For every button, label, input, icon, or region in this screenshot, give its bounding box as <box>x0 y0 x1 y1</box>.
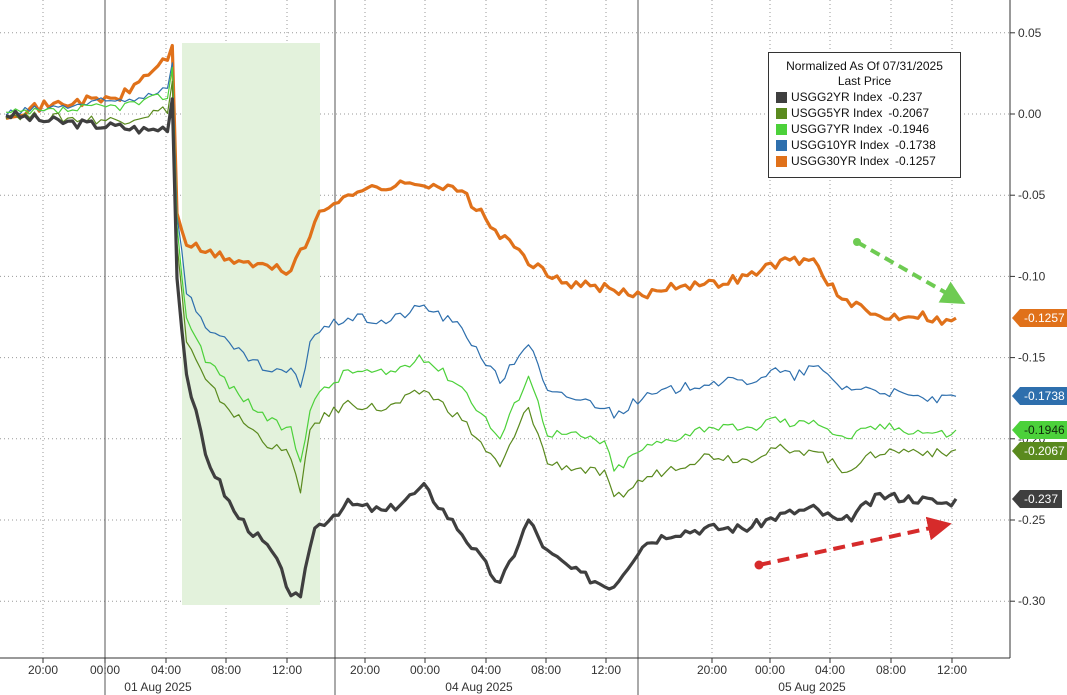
series-line-usgg2yr <box>5 97 958 599</box>
legend-swatch <box>776 107 787 119</box>
legend-entry-usgg2yr: USGG2YR Index -0.237 <box>769 89 960 105</box>
date-label: 01 Aug 2025 <box>124 680 192 694</box>
legend-series-value: -0.1738 <box>895 138 936 152</box>
legend-swatch <box>776 91 787 103</box>
y-tick-label: 0.00 <box>1018 107 1042 121</box>
trend-arrow-green <box>856 240 966 304</box>
x-tick-label: 00:00 <box>90 663 120 677</box>
series-lines <box>5 43 958 599</box>
x-tick-label: 08:00 <box>531 663 561 677</box>
x-tick-label: 00:00 <box>410 663 440 677</box>
x-tick-label: 08:00 <box>876 663 906 677</box>
legend-series-name: USGG5YR Index <box>791 106 883 120</box>
last-value-tag: -0.2067 <box>1012 442 1067 460</box>
legend-series-value: -0.2067 <box>888 106 930 120</box>
series-line-usgg10yr <box>5 62 957 419</box>
legend-entry-usgg5yr: USGG5YR Index -0.2067 <box>769 105 960 121</box>
legend-swatch <box>776 139 787 151</box>
trend-arrow-red <box>758 516 952 567</box>
trend-arrow-red-start <box>754 560 764 570</box>
legend-entry-usgg7yr: USGG7YR Index -0.1946 <box>769 121 960 137</box>
y-tick-label: -0.10 <box>1018 269 1046 283</box>
legend-swatch <box>776 155 787 167</box>
x-tick-label: 08:00 <box>211 663 241 677</box>
legend-entry-usgg30yr: USGG30YR Index -0.1257 <box>769 153 960 169</box>
x-tick-label: 12:00 <box>937 663 967 677</box>
legend: Normalized As Of 07/31/2025 Last Price U… <box>768 52 961 178</box>
last-value-tag: -0.1738 <box>1012 387 1067 405</box>
y-axis-ticks: 0.050.00-0.05-0.10-0.15-0.20-0.25-0.30 <box>1010 26 1046 608</box>
x-tick-label: 04:00 <box>815 663 845 677</box>
annotation-arrows <box>754 238 966 570</box>
date-label: 04 Aug 2025 <box>445 680 513 694</box>
series-line-usgg7yr <box>5 66 957 472</box>
x-tick-label: 04:00 <box>151 663 181 677</box>
legend-series-name: USGG10YR Index <box>791 138 890 152</box>
series-line-usgg5yr <box>5 80 957 498</box>
legend-series-value: -0.237 <box>888 90 923 104</box>
x-tick-label: 12:00 <box>591 663 621 677</box>
x-tick-label: 04:00 <box>471 663 501 677</box>
date-label: 05 Aug 2025 <box>778 680 846 694</box>
series-line-usgg30yr <box>5 43 957 326</box>
x-tick-label: 20:00 <box>697 663 727 677</box>
legend-swatch <box>776 123 787 135</box>
trend-arrow-green-start <box>853 238 861 246</box>
legend-title: Normalized As Of 07/31/2025 <box>786 59 943 73</box>
legend-series-name: USGG2YR Index <box>791 90 883 104</box>
y-tick-label: -0.30 <box>1018 594 1046 608</box>
legend-series-name: USGG7YR Index <box>791 122 883 136</box>
x-tick-label: 12:00 <box>272 663 302 677</box>
legend-entry-usgg10yr: USGG10YR Index -0.1738 <box>769 137 960 153</box>
x-tick-label: 20:00 <box>350 663 380 677</box>
last-value-tag: -0.1257 <box>1012 309 1067 327</box>
y-tick-label: -0.25 <box>1018 513 1046 527</box>
legend-series-name: USGG30YR Index <box>791 154 890 168</box>
x-axis-ticks: 20:00 00:00 04:00 08:00 12:00 20:00 00:00 04:00… <box>28 658 967 694</box>
y-tick-label: -0.05 <box>1018 188 1046 202</box>
legend-series-value: -0.1946 <box>888 122 930 136</box>
legend-subtitle: Last Price <box>837 74 892 88</box>
y-tick-label: -0.15 <box>1018 351 1046 365</box>
grid <box>0 0 1010 695</box>
legend-series-value: -0.1257 <box>895 154 936 168</box>
x-tick-label: 20:00 <box>28 663 58 677</box>
last-value-tag: -0.237 <box>1012 490 1063 508</box>
axes <box>0 0 1011 659</box>
x-tick-label: 00:00 <box>755 663 785 677</box>
y-tick-label: 0.05 <box>1018 26 1042 40</box>
shaded-region <box>182 43 320 605</box>
last-value-tag: -0.1946 <box>1012 421 1067 439</box>
